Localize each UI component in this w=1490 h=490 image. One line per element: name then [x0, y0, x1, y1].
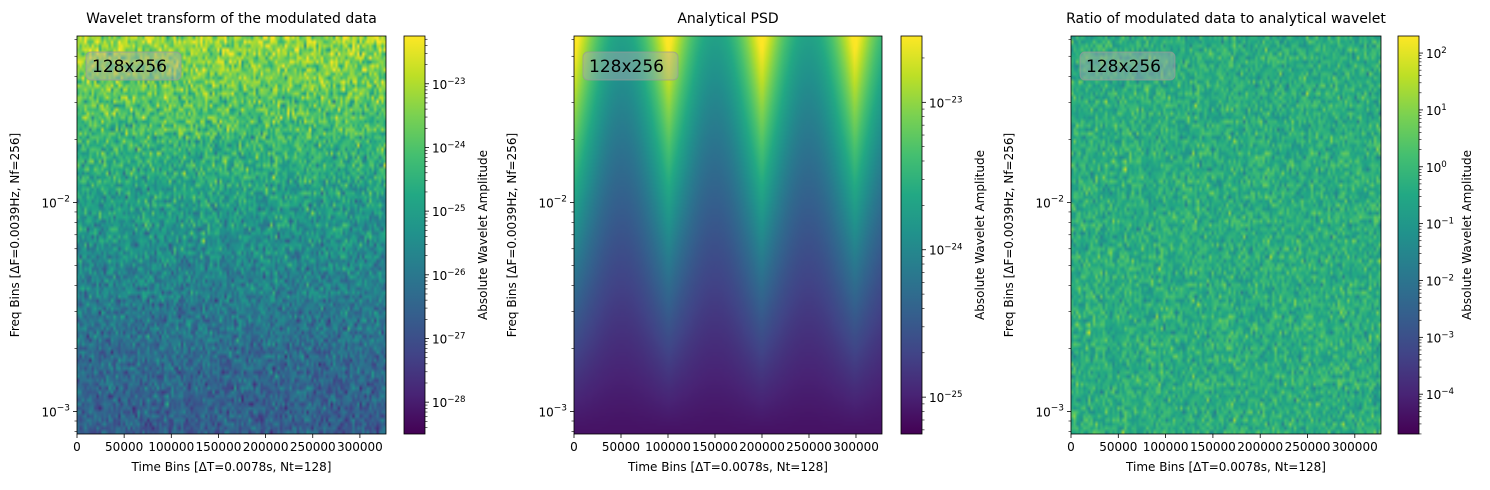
heatmap-image [1071, 36, 1381, 434]
colorbar: 10−4 10−3 10−2 10−1 100 101 102 Absolute Wavele… [1397, 35, 1474, 435]
annotation-background [582, 51, 679, 81]
x-tick-label: 200000 [739, 440, 785, 454]
colorbar-label: Absolute Wavelet Amplitude [476, 150, 490, 320]
y-tick-label: 10−2 [538, 194, 567, 210]
colorbar-tick-label: 10−24 [929, 243, 962, 258]
y-tick-label: 10−3 [1035, 403, 1064, 419]
annotation-text: 128x256 [589, 57, 664, 77]
y-tick-label: 10−2 [41, 194, 70, 210]
y-tick-label: 10−3 [41, 403, 70, 419]
annotation-background [1079, 51, 1176, 81]
y-axis-label: Freq Bins [ΔF=0.0039Hz, Nf=256] [1002, 133, 1016, 337]
y-axis-label: Freq Bins [ΔF=0.0039Hz, Nf=256] [8, 133, 22, 337]
colorbar-label: Absolute Wavelet Amplitude [973, 150, 987, 320]
colorbar-tick-label: 10−27 [432, 331, 465, 346]
panel-3: 128x256 Ratio of modulated data to analyt… [1002, 11, 1474, 474]
x-tick-label: 100000 [148, 440, 194, 454]
annotation-box: 128x256 [85, 51, 182, 81]
annotation-text: 128x256 [92, 57, 167, 77]
y-tick-label: 10−3 [538, 403, 567, 419]
annotation-text: 128x256 [1086, 57, 1161, 77]
x-axis-label: Time Bins [ΔT=0.0078s, Nt=128] [627, 460, 828, 474]
x-tick-label: 50000 [105, 440, 143, 454]
heatmap-image [77, 36, 386, 434]
colorbar-tick-label: 10−25 [929, 390, 962, 405]
heatmap-image [574, 36, 882, 434]
colorbar-tick-label: 100 [1426, 160, 1447, 175]
colorbar-tick-label: 10−1 [1426, 217, 1454, 232]
x-tick-label: 150000 [1190, 440, 1236, 454]
colorbar-tick-label: 10−26 [432, 268, 465, 283]
colorbar: 10−25 10−24 10−23 Absolute Wavelet Amplitud… [900, 35, 987, 435]
chart-title: Analytical PSD [677, 11, 778, 27]
y-tick-label: 10−2 [1035, 194, 1064, 210]
colorbar-tick-label: 10−28 [432, 395, 465, 410]
colorbar-label: Absolute Wavelet Amplitude [1460, 150, 1474, 320]
annotation-box: 128x256 [582, 51, 679, 81]
colorbar-tick-label: 10−23 [432, 77, 465, 92]
colorbar-tick-label: 10−25 [432, 204, 465, 219]
x-tick-label: 200000 [243, 440, 289, 454]
colorbar-tick-label: 10−24 [432, 140, 465, 155]
x-tick-label: 150000 [692, 440, 738, 454]
x-axis-label: Time Bins [ΔT=0.0078s, Nt=128] [1125, 460, 1326, 474]
x-tick-label: 300000 [1332, 440, 1378, 454]
annotation-box: 128x256 [1079, 51, 1176, 81]
colorbar-tick-label: 10−4 [1426, 387, 1454, 402]
x-axis-label: Time Bins [ΔT=0.0078s, Nt=128] [131, 460, 332, 474]
colorbar: 10−28 10−27 10−26 10−25 10−24 10−23 Absolute W… [403, 35, 490, 435]
x-tick-label: 150000 [196, 440, 242, 454]
x-tick-label: 100000 [645, 440, 691, 454]
x-tick-label: 0 [570, 440, 578, 454]
x-tick-label: 200000 [1237, 440, 1283, 454]
x-tick-label: 50000 [1099, 440, 1137, 454]
chart-title: Ratio of modulated data to analytical wa… [1066, 11, 1386, 27]
x-tick-label: 100000 [1143, 440, 1189, 454]
y-axis-label: Freq Bins [ΔF=0.0039Hz, Nf=256] [505, 133, 519, 337]
x-tick-label: 250000 [786, 440, 832, 454]
colorbar-tick-label: 10−3 [1426, 330, 1454, 345]
x-tick-label: 250000 [1285, 440, 1331, 454]
colorbar-tick-label: 101 [1426, 103, 1447, 118]
colorbar-gradient [403, 35, 426, 435]
colorbar-gradient [1397, 35, 1420, 435]
colorbar-tick-label: 10−23 [929, 95, 962, 110]
x-tick-label: 0 [73, 440, 81, 454]
x-tick-label: 50000 [602, 440, 640, 454]
x-tick-label: 250000 [290, 440, 336, 454]
colorbar-tick-label: 102 [1426, 46, 1447, 61]
x-tick-label: 300000 [337, 440, 383, 454]
chart-title: Wavelet transform of the modulated data [86, 11, 377, 27]
x-tick-label: 300000 [833, 440, 879, 454]
panel-1: 128x256 Wavelet transform of the modulate… [8, 11, 490, 474]
colorbar-tick-label: 10−2 [1426, 273, 1454, 288]
annotation-background [85, 51, 182, 81]
colorbar-gradient [900, 35, 923, 435]
x-tick-label: 0 [1067, 440, 1075, 454]
